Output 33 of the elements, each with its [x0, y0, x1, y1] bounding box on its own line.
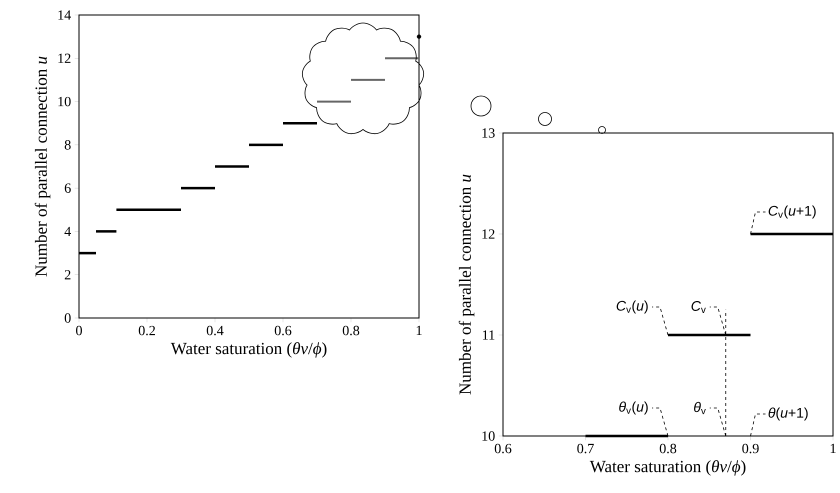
- x-tick-label: 0.6: [274, 326, 292, 336]
- x-tick-label: 0.4: [206, 326, 224, 336]
- annotation: θ(u+1): [768, 407, 808, 421]
- x-tick-label: 0.8: [342, 326, 360, 336]
- y-tick-label: 4: [64, 226, 71, 236]
- y-tick-label: 10: [58, 96, 71, 106]
- annotation: C$_{v}$(u): [616, 300, 648, 314]
- x-tick-label: 0: [76, 326, 82, 336]
- annotation: θ$_{v}$: [694, 402, 706, 414]
- x-axis-title: Water saturation (θv/ϕ): [590, 460, 746, 476]
- annotation: C$_{v}$(u+1): [768, 205, 816, 219]
- annotation: θ$_{v}$(u): [619, 401, 648, 415]
- y-tick-label: 14: [58, 10, 71, 20]
- x-tick-label: 1: [830, 444, 836, 454]
- annotation: C$_{v}$: [692, 301, 706, 313]
- y-tick-label: 11: [482, 330, 494, 340]
- y-tick-label: 6: [64, 183, 71, 193]
- x-tick-label: 1: [416, 326, 422, 336]
- x-axis-title: Water saturation (θv/ϕ): [170, 342, 326, 358]
- y-tick-label: 12: [58, 54, 70, 63]
- x-tick-label: 0.8: [660, 444, 676, 454]
- y-axis-title: Number of parallel connection u: [34, 56, 50, 276]
- x-tick-label: 0.2: [138, 326, 155, 336]
- y-tick-label: 12: [482, 229, 494, 239]
- y-tick-label: 0: [64, 313, 71, 323]
- y-axis-title: Number of parallel connection u: [458, 174, 474, 394]
- y-tick-label: 8: [64, 140, 71, 150]
- y-tick-label: 10: [482, 431, 495, 441]
- y-tick-label: 2: [64, 270, 70, 280]
- x-tick-label: 0.6: [494, 444, 512, 454]
- x-tick-label: 0.9: [742, 444, 759, 454]
- x-tick-label: 0.7: [577, 444, 594, 454]
- y-tick-label: 13: [482, 128, 495, 138]
